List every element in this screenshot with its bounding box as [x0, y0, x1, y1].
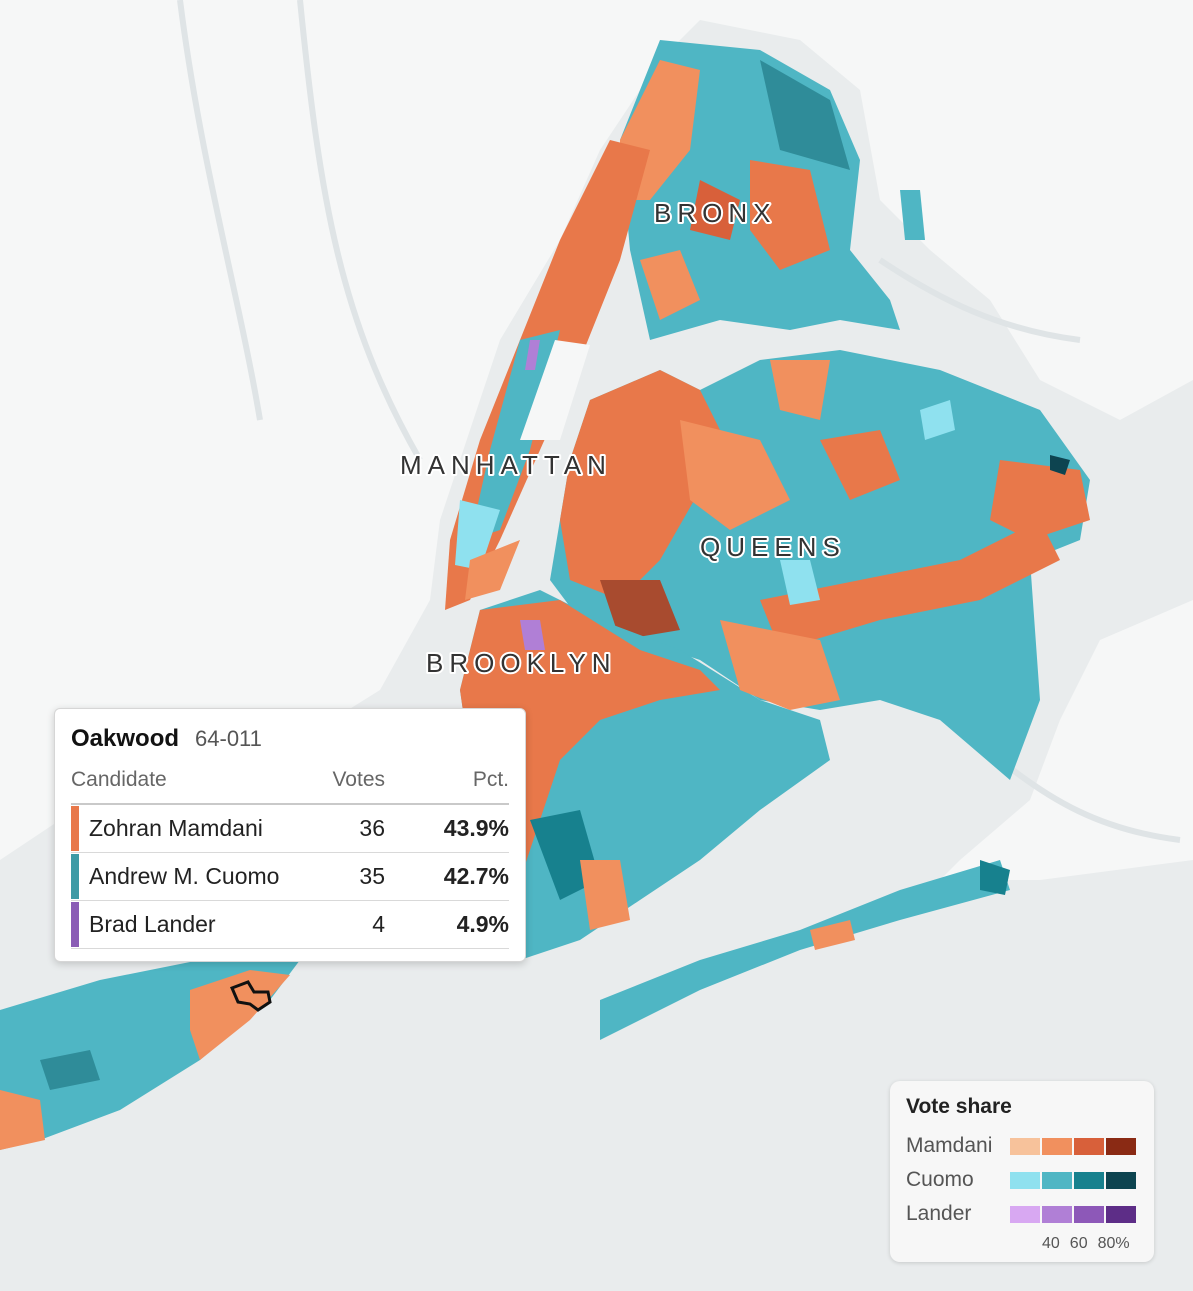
legend-swatch: [1010, 1205, 1040, 1223]
results-table-header: Candidate Votes Pct.: [71, 757, 509, 805]
legend-row-mamdani: Mamdani: [906, 1129, 1138, 1163]
legend-title: Vote share: [906, 1095, 1012, 1118]
legend-swatch: [1074, 1171, 1104, 1189]
legend-swatch: [1106, 1205, 1136, 1223]
selected-precinct-outline[interactable]: [230, 980, 272, 1012]
staten-island-precincts[interactable]: [0, 960, 300, 1150]
borough-label-brooklyn: BROOKLYN: [426, 648, 617, 678]
legend-swatch: [1042, 1137, 1072, 1155]
candidate-votes: 4: [372, 911, 385, 937]
candidate-name: Andrew M. Cuomo: [89, 863, 280, 889]
borough-label-bronx: BRONX: [654, 198, 776, 228]
manhattan-precincts[interactable]: [445, 140, 650, 610]
legend-row-lander: Lander: [906, 1197, 1138, 1231]
table-row: Zohran Mamdani 36 43.9%: [71, 805, 509, 853]
precinct-tooltip: Oakwood 64-011 Candidate Votes Pct. Zohr…: [54, 708, 526, 962]
legend-tick: 60: [1069, 1235, 1088, 1252]
candidate-votes: 35: [359, 863, 385, 889]
legend-swatch: [1106, 1171, 1136, 1189]
borough-label-manhattan: MANHATTAN: [400, 450, 612, 480]
candidate-color-swatch: [71, 854, 79, 899]
legend-label: Lander: [906, 1202, 972, 1225]
column-votes: Votes: [332, 768, 385, 791]
bronx-precincts[interactable]: [620, 40, 925, 340]
legend-swatch: [1074, 1137, 1104, 1155]
legend-swatch: [1106, 1137, 1136, 1155]
precinct-code: 64-011: [195, 726, 262, 751]
legend-label: Mamdani: [906, 1134, 993, 1157]
legend-tick: 40: [1042, 1235, 1060, 1252]
legend-swatch: [1042, 1171, 1072, 1189]
queens-precincts[interactable]: [550, 350, 1090, 780]
legend-row-cuomo: Cuomo: [906, 1163, 1138, 1197]
legend-ticks: 40 60 80%: [1042, 1235, 1138, 1253]
candidate-name: Brad Lander: [89, 911, 216, 937]
candidate-color-swatch: [71, 902, 79, 947]
candidate-color-swatch: [71, 806, 79, 851]
column-pct: Pct.: [472, 768, 509, 791]
rockaway-precincts[interactable]: [600, 860, 1010, 1040]
legend-swatch: [1010, 1171, 1040, 1189]
precinct-name: Oakwood: [71, 725, 180, 752]
legend-label: Cuomo: [906, 1168, 974, 1191]
legend-swatch: [1042, 1205, 1072, 1223]
legend-tick: 80%: [1097, 1235, 1130, 1252]
candidate-name: Zohran Mamdani: [89, 815, 263, 841]
candidate-votes: 36: [359, 815, 385, 841]
column-candidate: Candidate: [71, 768, 167, 791]
candidate-pct: 4.9%: [456, 911, 509, 937]
candidate-pct: 42.7%: [443, 863, 509, 889]
table-row: Brad Lander 4 4.9%: [71, 901, 509, 949]
table-row: Andrew M. Cuomo 35 42.7%: [71, 853, 509, 901]
candidate-pct: 43.9%: [443, 815, 509, 841]
tooltip-header: Oakwood 64-011: [71, 725, 509, 757]
borough-label-queens: QUEENS: [700, 532, 846, 562]
vote-share-legend: Vote share Mamdani Cuomo Lander 40 60 80…: [890, 1081, 1154, 1262]
legend-swatch: [1010, 1137, 1040, 1155]
water-channels: [177, 0, 1181, 843]
legend-swatch: [1074, 1205, 1104, 1223]
